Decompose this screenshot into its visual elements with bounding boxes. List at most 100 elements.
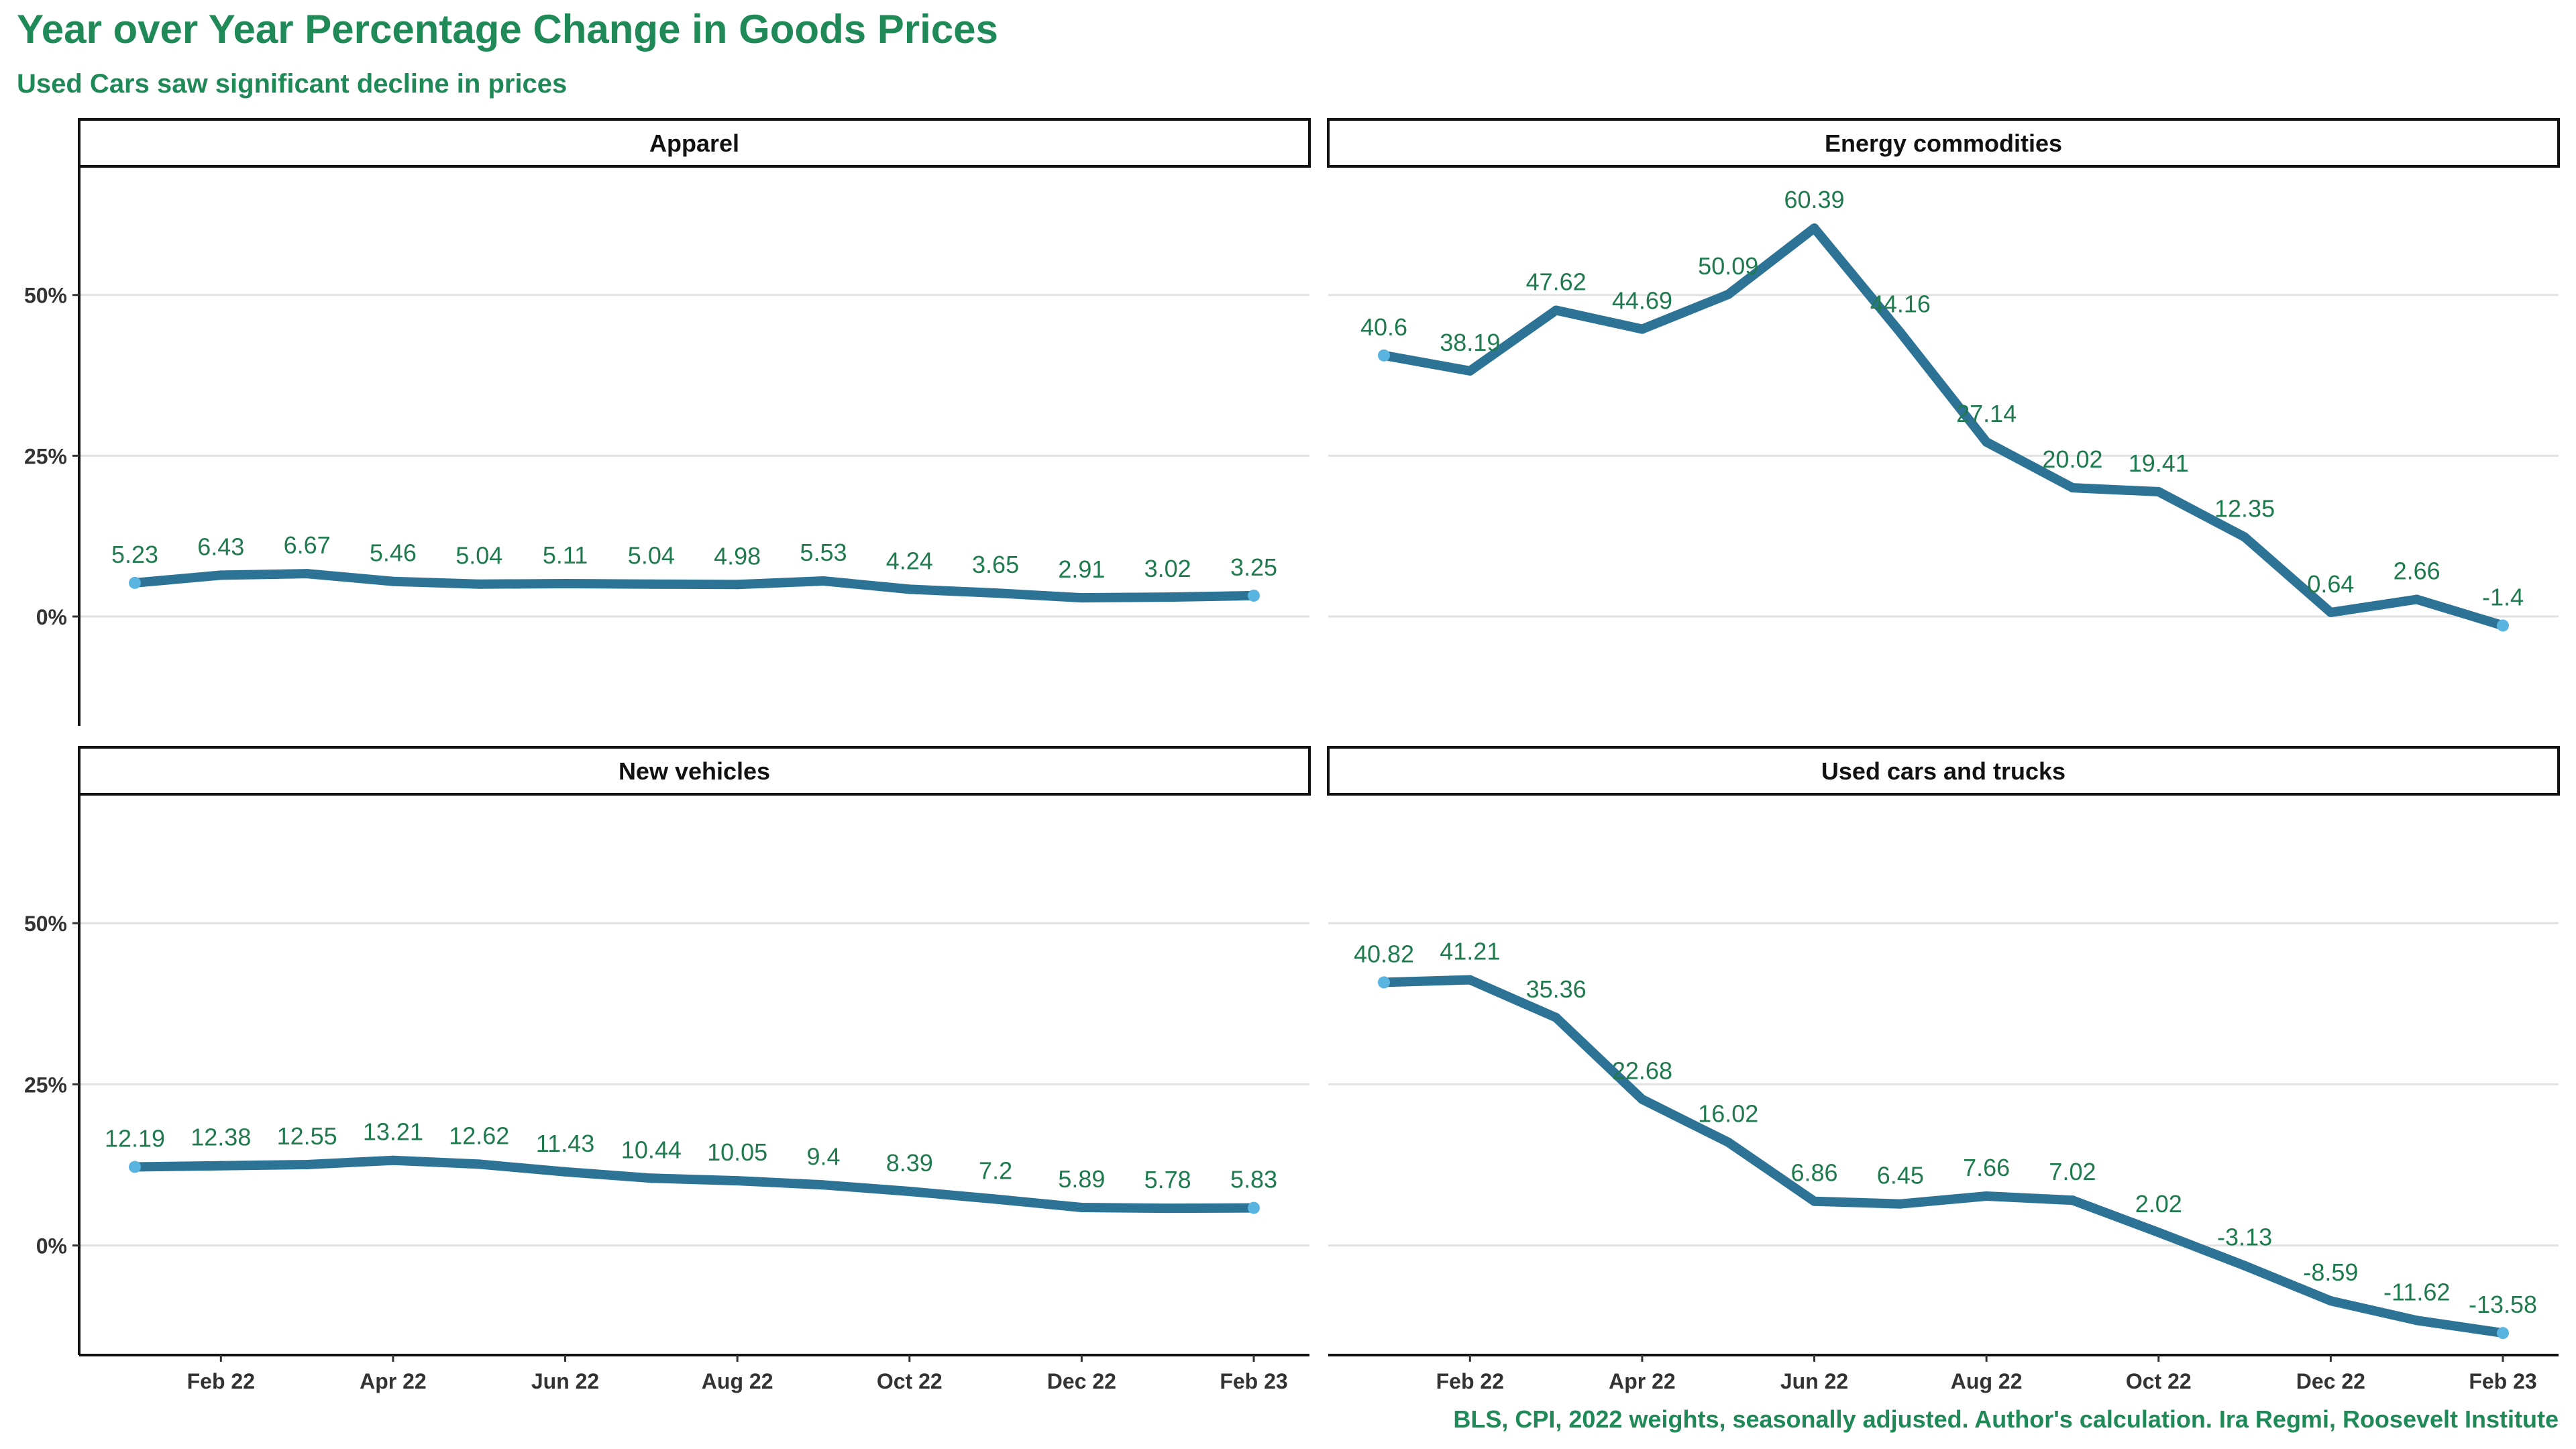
data-point-energy-commodities-3 xyxy=(1637,324,1647,334)
data-point-used-cars-and-trucks-8 xyxy=(2068,1195,2078,1205)
data-label-energy-commodities-12: 2.66 xyxy=(2394,557,2440,585)
data-label-apparel-7: 4.98 xyxy=(714,542,761,570)
facet-new-vehicles: New vehicles 0% 25% 50% Feb 22 Apr 22 Jun 22 Au… xyxy=(24,746,1311,1393)
facet-panels: Apparel 0% 25% 50% 5.23 6.43 6.67 5.46 5.04 5.11 5… xyxy=(24,118,2560,1393)
data-label-new-vehicles-13: 5.83 xyxy=(1230,1166,1277,1193)
data-label-energy-commodities-4: 50.09 xyxy=(1698,252,1758,280)
data-label-apparel-3: 5.46 xyxy=(370,539,417,567)
x-tick-label-used-cars-and-trucks-6: Feb 23 xyxy=(2469,1369,2536,1393)
data-point-apparel-12 xyxy=(1163,592,1173,602)
data-point-new-vehicles-8 xyxy=(818,1180,828,1190)
data-point-apparel-0 xyxy=(129,576,141,589)
data-point-used-cars-and-trucks-5 xyxy=(1809,1196,1819,1206)
data-point-apparel-2 xyxy=(302,569,312,579)
x-tick-label-used-cars-and-trucks-1: Apr 22 xyxy=(1609,1369,1676,1393)
data-point-apparel-8 xyxy=(818,576,828,586)
data-point-new-vehicles-1 xyxy=(216,1161,226,1171)
data-point-used-cars-and-trucks-3 xyxy=(1637,1094,1647,1104)
facet-apparel: Apparel 0% 25% 50% 5.23 6.43 6.67 5.46 5.04 5.11 5… xyxy=(24,118,1311,726)
data-point-apparel-13 xyxy=(1248,589,1260,602)
data-label-used-cars-and-trucks-6: 6.45 xyxy=(1877,1162,1924,1189)
facet-title-used-cars-and-trucks: Used cars and trucks xyxy=(1821,757,2065,785)
chart-title: Year over Year Percentage Change in Good… xyxy=(17,7,998,52)
data-label-energy-commodities-10: 12.35 xyxy=(2214,495,2275,523)
x-tick-label-used-cars-and-trucks-5: Dec 22 xyxy=(2296,1369,2365,1393)
data-point-energy-commodities-10 xyxy=(2240,532,2250,542)
data-label-new-vehicles-8: 9.4 xyxy=(806,1142,840,1170)
data-point-apparel-11 xyxy=(1077,593,1087,603)
data-label-energy-commodities-9: 19.41 xyxy=(2129,449,2189,477)
data-label-energy-commodities-8: 20.02 xyxy=(2042,445,2102,473)
data-label-energy-commodities-5: 60.39 xyxy=(1784,186,1844,213)
y-tick-label-apparel-1: 25% xyxy=(24,444,67,468)
data-label-used-cars-and-trucks-1: 41.21 xyxy=(1440,938,1500,965)
data-label-apparel-5: 5.11 xyxy=(543,541,588,569)
data-point-used-cars-and-trucks-1 xyxy=(1465,975,1475,985)
data-label-energy-commodities-3: 44.69 xyxy=(1612,287,1672,315)
series-line-apparel xyxy=(130,569,1258,603)
x-tick-label-new-vehicles-6: Feb 23 xyxy=(1220,1369,1287,1393)
data-label-apparel-0: 5.23 xyxy=(111,541,158,568)
data-label-energy-commodities-11: 0.64 xyxy=(2307,570,2354,598)
data-point-apparel-5 xyxy=(560,579,570,589)
data-label-energy-commodities-0: 40.6 xyxy=(1360,313,1407,341)
facet-title-energy-commodities: Energy commodities xyxy=(1825,129,2062,157)
data-label-new-vehicles-10: 7.2 xyxy=(979,1157,1012,1184)
x-tick-label-new-vehicles-4: Oct 22 xyxy=(877,1369,943,1393)
data-label-apparel-2: 6.67 xyxy=(284,531,331,559)
data-point-used-cars-and-trucks-9 xyxy=(2153,1228,2163,1238)
x-tick-label-new-vehicles-1: Apr 22 xyxy=(360,1369,427,1393)
data-label-used-cars-and-trucks-0: 40.82 xyxy=(1354,940,1414,967)
facet-strip-apparel xyxy=(78,118,1311,168)
data-label-energy-commodities-1: 38.19 xyxy=(1440,329,1500,356)
data-label-new-vehicles-6: 10.44 xyxy=(621,1136,682,1163)
data-label-apparel-13: 3.25 xyxy=(1230,553,1277,581)
data-label-apparel-6: 5.04 xyxy=(628,542,675,570)
data-label-used-cars-and-trucks-5: 6.86 xyxy=(1790,1159,1837,1187)
data-point-new-vehicles-12 xyxy=(1163,1203,1173,1214)
series-line-used-cars-and-trucks xyxy=(1379,975,2508,1338)
data-point-energy-commodities-6 xyxy=(1895,327,1905,337)
data-point-apparel-9 xyxy=(904,584,914,594)
chart-subtitle: Used Cars saw significant decline in pri… xyxy=(17,69,567,99)
data-label-used-cars-and-trucks-10: -3.13 xyxy=(2217,1224,2272,1251)
data-label-energy-commodities-2: 47.62 xyxy=(1526,268,1587,296)
data-point-new-vehicles-13 xyxy=(1248,1201,1260,1214)
x-tick-label-used-cars-and-trucks-3: Aug 22 xyxy=(1951,1369,2023,1393)
data-label-new-vehicles-7: 10.05 xyxy=(707,1138,767,1166)
data-point-used-cars-and-trucks-10 xyxy=(2240,1260,2250,1271)
facet-strip-new-vehicles xyxy=(78,746,1311,796)
chart-caption: BLS, CPI, 2022 weights, seasonally adjus… xyxy=(1453,1405,2559,1433)
data-point-used-cars-and-trucks-0 xyxy=(1378,976,1390,989)
x-tick-label-used-cars-and-trucks-0: Feb 22 xyxy=(1436,1369,1504,1393)
x-tick-label-new-vehicles-3: Aug 22 xyxy=(702,1369,773,1393)
data-label-new-vehicles-5: 11.43 xyxy=(536,1130,594,1157)
data-point-new-vehicles-4 xyxy=(474,1159,484,1169)
data-label-used-cars-and-trucks-9: 2.02 xyxy=(2135,1190,2182,1218)
data-label-apparel-11: 2.91 xyxy=(1058,555,1105,583)
y-tick-label-apparel-2: 50% xyxy=(24,284,67,308)
facet-title-new-vehicles: New vehicles xyxy=(619,757,770,785)
data-point-used-cars-and-trucks-12 xyxy=(2412,1316,2422,1326)
series-line-new-vehicles xyxy=(130,1155,1258,1214)
data-point-energy-commodities-8 xyxy=(2068,483,2078,493)
data-point-energy-commodities-4 xyxy=(1723,289,1733,299)
data-point-new-vehicles-0 xyxy=(129,1161,141,1173)
data-label-new-vehicles-2: 12.55 xyxy=(277,1122,337,1150)
data-point-used-cars-and-trucks-6 xyxy=(1895,1199,1905,1209)
data-point-new-vehicles-10 xyxy=(991,1194,1001,1204)
x-tick-label-used-cars-and-trucks-4: Oct 22 xyxy=(2126,1369,2192,1393)
data-label-energy-commodities-7: 27.14 xyxy=(1956,400,2017,427)
data-label-new-vehicles-12: 5.78 xyxy=(1144,1166,1191,1193)
series-line-energy-commodities xyxy=(1379,223,2508,631)
data-label-new-vehicles-9: 8.39 xyxy=(886,1149,933,1177)
data-point-used-cars-and-trucks-2 xyxy=(1551,1012,1561,1022)
data-label-used-cars-and-trucks-7: 7.66 xyxy=(1963,1154,2010,1181)
data-point-used-cars-and-trucks-7 xyxy=(1982,1191,1992,1201)
data-label-used-cars-and-trucks-2: 35.36 xyxy=(1526,975,1587,1003)
y-tick-label-apparel-0: 0% xyxy=(36,605,67,629)
data-point-energy-commodities-5 xyxy=(1809,223,1819,233)
data-point-energy-commodities-12 xyxy=(2412,594,2422,604)
data-point-energy-commodities-11 xyxy=(2326,607,2336,617)
data-label-used-cars-and-trucks-3: 22.68 xyxy=(1612,1057,1672,1085)
